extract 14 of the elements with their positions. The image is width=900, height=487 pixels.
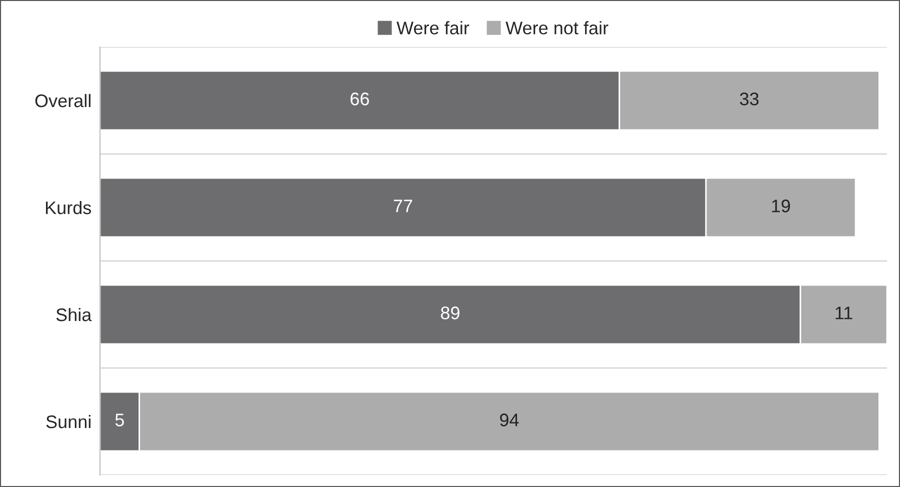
- data-label: 5: [115, 414, 124, 426]
- y-tick-label: Shia: [56, 308, 92, 322]
- data-label: 33: [740, 92, 759, 106]
- data-label: 66: [350, 92, 369, 106]
- y-tick-label: Kurds: [46, 200, 92, 214]
- data-label: 77: [394, 200, 412, 212]
- legend-label: Were fair: [396, 21, 470, 34]
- y-tick-label: Sunni: [46, 414, 90, 428]
- legend-label: Were not fair: [506, 21, 608, 34]
- y-tick-label: Overall: [35, 94, 90, 108]
- data-label: 89: [440, 306, 460, 320]
- data-label: 11: [836, 306, 852, 320]
- data-label: 94: [500, 414, 519, 426]
- data-label: 19: [772, 200, 790, 212]
